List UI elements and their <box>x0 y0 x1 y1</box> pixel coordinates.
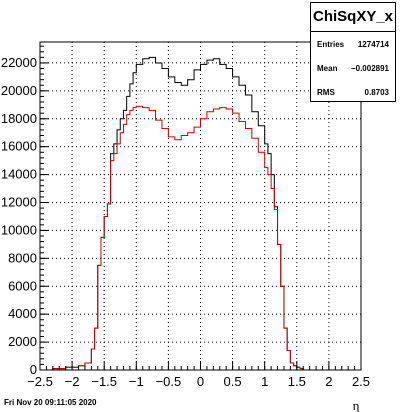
stats-row-mean: Mean −0.002891 <box>311 56 395 80</box>
x-tick-label: −2 <box>65 374 80 389</box>
histogram-black-series <box>40 56 361 371</box>
stats-rms-value: 0.8703 <box>364 88 389 97</box>
x-tick-label: −1.5 <box>91 374 117 389</box>
stats-entries-value: 1274714 <box>357 40 389 49</box>
stats-row-entries: Entries 1274714 <box>311 32 395 56</box>
stats-rms-label: RMS <box>317 88 335 97</box>
y-tick-label: 18000 <box>1 111 37 126</box>
stats-box: ChiSqXY_x Entries 1274714 Mean −0.002891… <box>310 2 396 102</box>
stats-title: ChiSqXY_x <box>311 3 395 32</box>
x-tick-label: 0 <box>197 374 204 389</box>
axis-ticks <box>39 45 362 371</box>
y-tick-label: 6000 <box>8 278 37 293</box>
y-tick-label: 4000 <box>8 306 37 321</box>
x-tick-label: 1.5 <box>288 374 306 389</box>
x-tick-label: 2 <box>325 374 332 389</box>
stats-entries-label: Entries <box>317 40 345 49</box>
stats-mean-label: Mean <box>317 64 338 73</box>
x-axis-label: η <box>353 398 360 412</box>
y-tick-label: 10000 <box>1 222 37 237</box>
y-tick-label: 8000 <box>8 250 37 265</box>
x-tick-label: −0.5 <box>156 374 182 389</box>
axis-tick-labels: −2.5 −2 −1.5 −1 −0.5 0 0.5 1 1.5 2 2.5 0 2000 4000 600… <box>1 55 370 389</box>
x-tick-label: −2.5 <box>27 374 53 389</box>
footer-date: Fri Nov 20 09:11:05 2020 <box>4 398 97 407</box>
y-tick-label: 12000 <box>1 195 37 210</box>
y-tick-label: 22000 <box>1 55 37 70</box>
histogram-series-layer <box>40 56 361 371</box>
histogram-red-series <box>40 105 361 371</box>
y-tick-label: 14000 <box>1 167 37 182</box>
stats-row-rms: RMS 0.8703 <box>311 80 395 104</box>
x-tick-label: −1 <box>129 374 144 389</box>
stats-mean-value: −0.002891 <box>350 64 389 73</box>
x-tick-label: 0.5 <box>224 374 242 389</box>
y-tick-label: 2000 <box>8 334 37 349</box>
y-tick-label: 16000 <box>1 139 37 154</box>
y-tick-label: 0 <box>30 362 37 377</box>
x-tick-label: 1 <box>261 374 268 389</box>
x-tick-label: 2.5 <box>352 374 370 389</box>
y-tick-label: 20000 <box>1 83 37 98</box>
grid-lines <box>40 42 361 370</box>
